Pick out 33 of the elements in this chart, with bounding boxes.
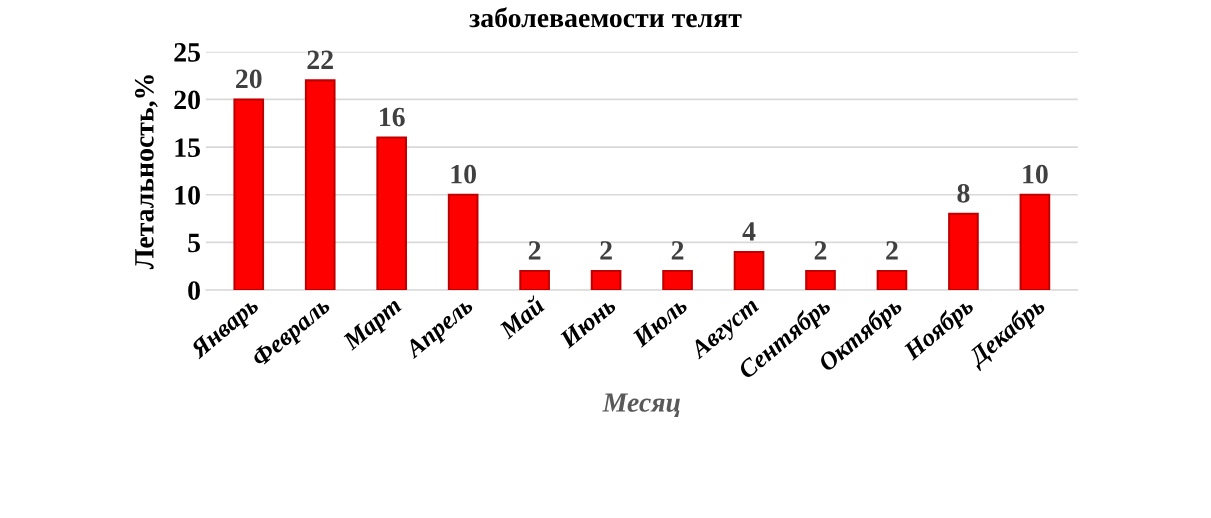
y-tick-label: 0 (188, 281, 200, 300)
bar (233, 98, 265, 291)
chart-title: заболеваемости телят (469, 7, 742, 28)
bar (519, 269, 550, 291)
bar (948, 212, 979, 291)
data-label: 16 (380, 107, 405, 127)
data-label: 10 (1023, 164, 1048, 184)
data-label: 4 (742, 222, 756, 241)
data-label: 20 (236, 69, 262, 89)
data-label: 2 (528, 241, 541, 260)
y-tick-label: 5 (188, 233, 200, 253)
bar (1019, 193, 1051, 291)
data-label: 10 (451, 164, 476, 184)
bar (733, 250, 765, 291)
data-label: 2 (814, 241, 827, 260)
bar (447, 193, 479, 291)
bar (876, 269, 908, 291)
data-label: 2 (600, 241, 612, 260)
bar (376, 136, 408, 291)
y-tick-label: 15 (175, 138, 200, 158)
bar (304, 79, 336, 291)
x-axis-title: Месяц (602, 393, 680, 418)
y-tick-label: 20 (174, 90, 200, 110)
y-tick-label: 25 (174, 43, 200, 62)
data-label: 2 (886, 241, 898, 260)
data-label: 22 (307, 50, 333, 69)
data-label: 8 (957, 183, 970, 203)
data-label: 2 (671, 241, 684, 260)
y-tick-label: 10 (175, 185, 200, 205)
bar (590, 269, 622, 291)
y-axis-title: Летальность,% (134, 75, 158, 270)
bar (805, 269, 836, 291)
bar (662, 269, 693, 291)
